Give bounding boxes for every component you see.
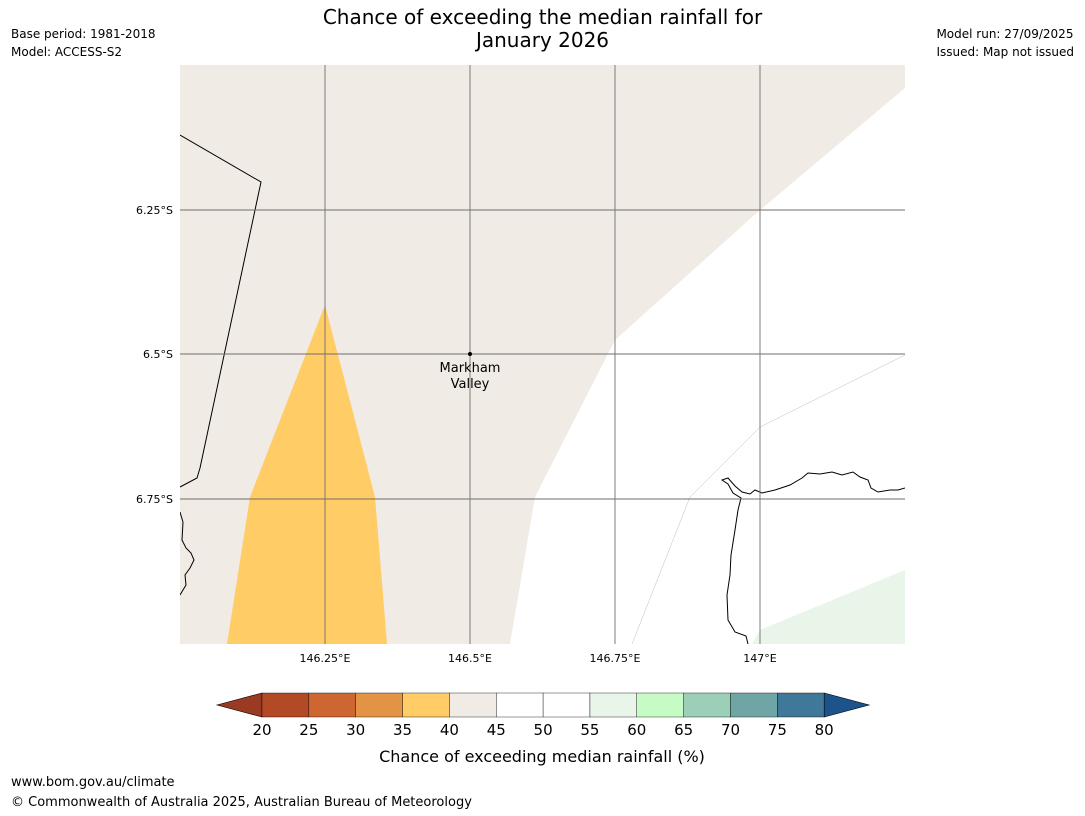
metadata-right: Model run: 27/09/2025 Issued: Map not is… [936,25,1074,61]
colorbar-tick-label: 40 [440,721,459,739]
border-line [180,134,262,488]
lon-label: 146.75°E [590,652,641,665]
colorbar-tick-label: 30 [346,721,365,739]
place-label-line-2: Valley [451,377,490,392]
coastline [180,134,905,644]
graticule [180,65,905,644]
map-title: Chance of exceeding the median rainfall … [0,6,1085,52]
colorbar-tick-label: 45 [487,721,506,739]
zone-55-60-percent [752,570,905,644]
contour-line [631,354,905,644]
colorbar-segment [777,692,825,718]
colorbar-segment [402,692,450,718]
colorbar-tick-label: 65 [674,721,693,739]
place-label-line-1: Markham [440,361,501,376]
lon-label: 146.5°E [448,652,492,665]
colorbar-segment [589,692,638,718]
contour-lines [631,354,905,644]
colorbar-tick-label: 55 [580,721,599,739]
footer-copyright: © Commonwealth of Australia 2025, Austra… [11,795,472,810]
footer-url: www.bom.gov.au/climate [11,775,175,790]
colorbar-segment [683,692,731,718]
colorbar: 20 25 30 35 40 45 50 55 60 65 70 75 80 [215,692,871,739]
colorbar-tick-label: 70 [721,721,740,739]
colorbar-segment [636,692,684,718]
colorbar-segment [496,692,544,718]
lon-label: 146.25°E [300,652,351,665]
lat-label: 6.75°S [136,493,173,506]
colorbar-segment [542,692,591,718]
lat-label: 6.5°S [143,348,173,361]
colorbar-tick-label: 20 [252,721,271,739]
zone-35-40-percent [227,305,387,644]
colorbar-label: Chance of exceeding median rainfall (%) [379,747,705,766]
title-line-2: January 2026 [475,28,610,52]
colorbar-tick-label: 80 [815,721,834,739]
colorbar-tick-label: 50 [534,721,553,739]
base-period: Base period: 1981-2018 [11,27,156,41]
issued-status: Issued: Map not issued [936,45,1074,59]
lon-label: 147°E [743,652,776,665]
colorbar-segment [449,692,497,718]
colorbar-tick-label: 60 [627,721,646,739]
coastline-east [720,471,905,644]
model-name: Model: ACCESS-S2 [11,45,123,59]
lat-label: 6.25°S [136,204,173,217]
colorbar-extend-high [823,692,871,718]
colorbar-segment [261,692,310,718]
colorbar-segment [730,692,778,718]
model-run: Model run: 27/09/2025 [936,27,1074,41]
colorbar-tick-label: 25 [299,721,318,739]
title-line-1: Chance of exceeding the median rainfall … [322,5,763,29]
colorbar-segment [308,692,356,718]
colorbar-segment [355,692,403,718]
colorbar-tick-label: 35 [393,721,412,739]
metadata-left: Base period: 1981-2018 Model: ACCESS-S2 [11,25,156,61]
coastline-west [180,511,195,596]
colorbar-extend-low [215,692,263,718]
colorbar-tick-label: 75 [768,721,787,739]
place-marker [468,352,472,356]
